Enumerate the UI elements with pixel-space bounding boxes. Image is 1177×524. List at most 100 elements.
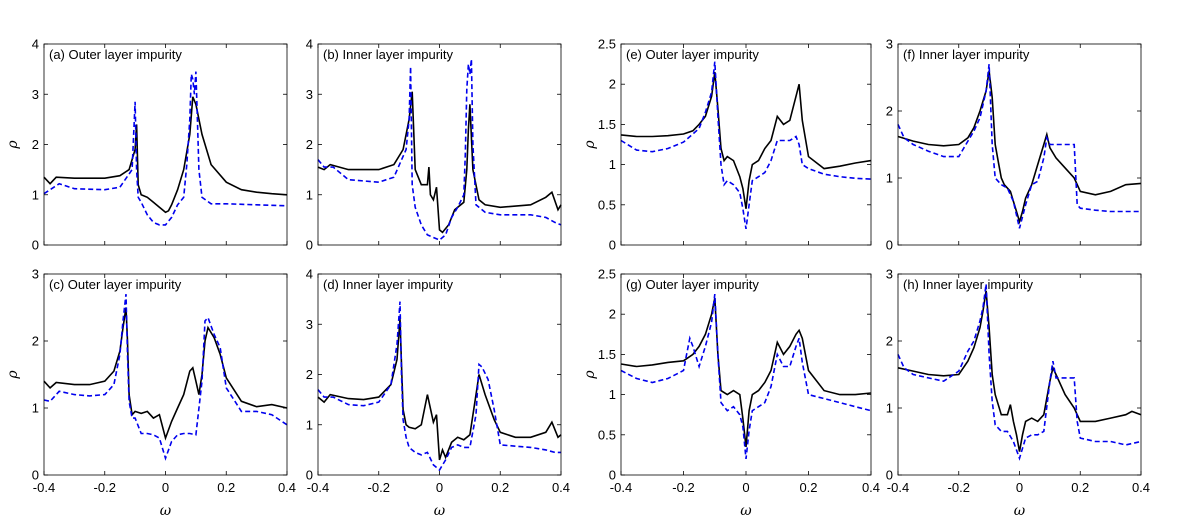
panel-e: 0 0.5 1 1.5 2 2.5 (e) Outer layer impurity ρ: [582, 37, 872, 253]
panel-title-b: (b) Inner layer impurity: [323, 47, 454, 62]
series-dashed-d: [317, 301, 561, 472]
ytick-label-b: 4: [306, 37, 313, 52]
ytick-label-c: 0: [32, 468, 39, 483]
xtick-label-c: -0.2: [94, 480, 116, 495]
ytick-label-a: 4: [32, 37, 39, 52]
xtick-label-c: 0.4: [278, 480, 296, 495]
ytick-label-c: 3: [32, 267, 39, 282]
ytick-label-d: 0: [306, 468, 313, 483]
series-dashed-h: [897, 283, 1142, 461]
ytick-label-g: 2: [609, 307, 616, 322]
ytick-label-f: 1: [886, 171, 893, 186]
ytick-label-g: 1.5: [598, 347, 616, 362]
xtick-label-d: 0.4: [552, 480, 570, 495]
ylabel-g: ρ: [582, 370, 598, 380]
ytick-label-b: 2: [306, 137, 313, 152]
series-solid-e: [620, 71, 872, 209]
ytick-label-c: 1: [32, 401, 39, 416]
xtick-label-h: -0.4: [887, 480, 909, 495]
panel-h: 0 1 2 3 -0.4 -0.2 0 0.2 0.4 (h) Inner layer impur…: [886, 267, 1150, 520]
ytick-label-g: 2.5: [598, 267, 616, 282]
panel-title-d: (d) Inner layer impurity: [323, 277, 454, 292]
xtick-label-h: 0: [1016, 480, 1023, 495]
series-dashed-g: [620, 294, 872, 459]
panel-f: 0 1 2 3 (f) Inner layer impurity: [886, 37, 1142, 253]
xtick-label-c: 0.2: [217, 480, 235, 495]
series-dashed-c: [43, 294, 288, 461]
ytick-label-h: 0: [886, 468, 893, 483]
ytick-label-a: 1: [32, 187, 39, 202]
ytick-label-e: 0.5: [598, 197, 616, 212]
series-solid-b: [317, 91, 562, 234]
ylabel-a: ρ: [5, 140, 21, 150]
ytick-label-a: 0: [32, 238, 39, 253]
xtick-label-g: 0.4: [862, 480, 880, 495]
panel-title-h: (h) Inner layer impurity: [903, 277, 1034, 292]
ytick-label-a: 2: [32, 137, 39, 152]
ytick-label-b: 0: [306, 238, 313, 253]
ytick-label-h: 2: [886, 334, 893, 349]
series-dashed-e: [620, 61, 872, 230]
xlabel-h: ω: [1014, 503, 1026, 519]
xtick-label-h: 0.2: [1071, 480, 1089, 495]
xtick-label-g: 0.2: [799, 480, 817, 495]
series-solid-h: [897, 290, 1142, 452]
panel-d: 0 1 2 3 4 -0.4 -0.2 0 0.2 0.4 (d) Inner layer impu…: [306, 267, 570, 520]
xtick-label-d: -0.4: [307, 480, 329, 495]
xlabel-d: ω: [434, 503, 446, 519]
ytick-label-c: 2: [32, 334, 39, 349]
xtick-label-c: 0: [162, 480, 169, 495]
ytick-label-e: 2.5: [598, 37, 616, 52]
ytick-label-d: 2: [306, 367, 313, 382]
ytick-label-e: 0: [609, 238, 616, 253]
xtick-label-g: -0.4: [610, 480, 632, 495]
series-solid-f: [897, 70, 1142, 225]
panel-b: 0 1 2 3 4 (b) Inner layer impurity: [306, 37, 562, 253]
panel-title-f: (f) Inner layer impurity: [903, 47, 1030, 62]
panel-title-c: (c) Outer layer impurity: [49, 277, 182, 292]
ytick-label-h: 3: [886, 267, 893, 282]
series-solid-a: [43, 96, 288, 214]
ytick-label-d: 4: [306, 267, 313, 282]
series-dashed-a: [43, 71, 288, 226]
panel-title-g: (g) Outer layer impurity: [626, 277, 759, 292]
axis-frame-e: [620, 43, 872, 246]
series-solid-d: [317, 319, 562, 461]
xtick-label-g: -0.2: [672, 480, 694, 495]
xtick-label-h: 0.4: [1132, 480, 1150, 495]
ytick-label-d: 1: [306, 417, 313, 432]
ylabel-e: ρ: [582, 140, 598, 150]
xtick-label-c: -0.4: [33, 480, 55, 495]
ytick-label-b: 3: [306, 87, 313, 102]
ytick-label-b: 1: [306, 187, 313, 202]
axis-frame-d: [317, 273, 562, 476]
ytick-label-f: 2: [886, 104, 893, 119]
ytick-label-f: 0: [886, 238, 893, 253]
panel-c: 0 1 2 3 -0.4 -0.2 0 0.2 0.4 (c) Outer layer impur…: [5, 267, 296, 520]
series-solid-g: [620, 297, 872, 447]
ytick-label-e: 1: [609, 157, 616, 172]
axis-frame-c: [43, 273, 288, 476]
series-solid-c: [43, 307, 288, 441]
xlabel-c: ω: [160, 503, 172, 519]
xlabel-g: ω: [740, 503, 752, 519]
ylabel-c: ρ: [5, 370, 21, 380]
xtick-label-d: -0.2: [368, 480, 390, 495]
panel-title-e: (e) Outer layer impurity: [626, 47, 759, 62]
ytick-label-g: 0: [609, 468, 616, 483]
series-dashed-b: [317, 59, 562, 241]
ytick-label-g: 1: [609, 387, 616, 402]
ytick-label-g: 0.5: [598, 427, 616, 442]
panel-title-a: (a) Outer layer impurity: [49, 47, 182, 62]
series-dashed-f: [897, 64, 1141, 229]
ytick-label-f: 3: [886, 37, 893, 52]
xtick-label-d: 0.2: [491, 480, 509, 495]
ytick-label-e: 1.5: [598, 117, 616, 132]
xtick-label-d: 0: [436, 480, 443, 495]
xtick-label-g: 0: [742, 480, 749, 495]
panel-a: 0 1 2 3 4 (a) Outer layer impurity ρ: [5, 37, 288, 253]
xtick-label-h: -0.2: [948, 480, 970, 495]
ytick-label-d: 3: [306, 317, 313, 332]
ytick-label-a: 3: [32, 87, 39, 102]
